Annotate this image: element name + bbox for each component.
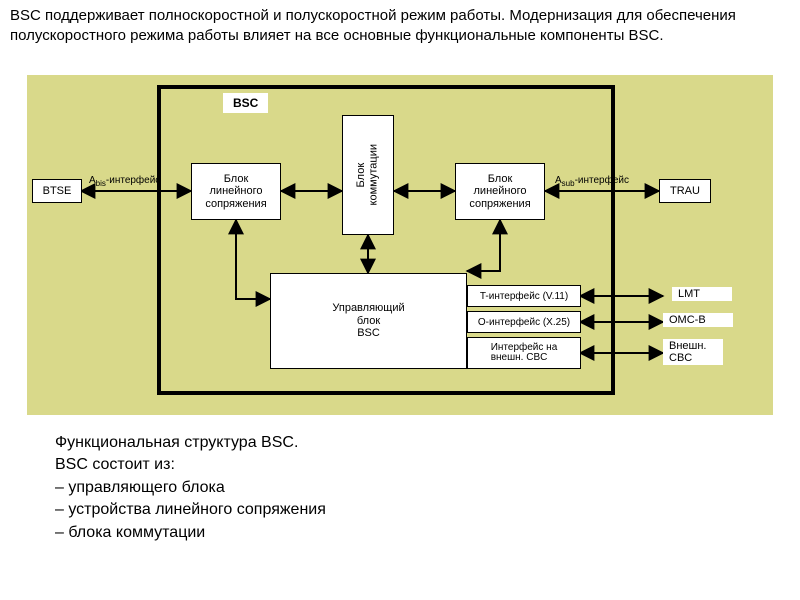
footer-item: управляющего блока	[55, 477, 326, 499]
footer-item: блока коммутации	[55, 522, 326, 544]
abis-label: Abis-интерфейс	[89, 175, 160, 188]
iface-cbc: Интерфейс на внешн. CBC	[467, 337, 581, 369]
bsc-frame-label: BSC	[223, 93, 268, 113]
iface-t: T-интерфейс (V.11)	[467, 285, 581, 307]
ext-btse: BTSE	[32, 179, 82, 203]
ext-trau: TRAU	[659, 179, 711, 203]
ext-cbc: Внешн. CBC	[663, 339, 723, 365]
ext-lmt: LMT	[672, 287, 732, 301]
switch-block: Блок коммутации	[342, 115, 394, 235]
footer-item: устройства линейного сопряжения	[55, 499, 326, 521]
iface-o: O-интерфейс (X.25)	[467, 311, 581, 333]
footer-title: Функциональная структура BSC.	[55, 432, 326, 454]
control-block: Управляющий блок BSC	[270, 273, 467, 369]
intro-text: BSC поддерживает полноскоростной и полус…	[0, 0, 800, 45]
footer-list: управляющего блока устройства линейного …	[55, 477, 326, 544]
line-block-left: Блок линейного сопряжения	[191, 163, 281, 220]
footer-subtitle: BSC состоит из:	[55, 454, 326, 476]
ext-omc: OMC-B	[663, 313, 733, 327]
footer-block: Функциональная структура BSC. BSC состои…	[55, 432, 326, 544]
bsc-diagram: BSC BTSE TRAU Abis-интерфейс Asub-интерф…	[27, 75, 773, 415]
asub-label: Asub-интерфейс	[555, 175, 629, 188]
line-block-right: Блок линейного сопряжения	[455, 163, 545, 220]
